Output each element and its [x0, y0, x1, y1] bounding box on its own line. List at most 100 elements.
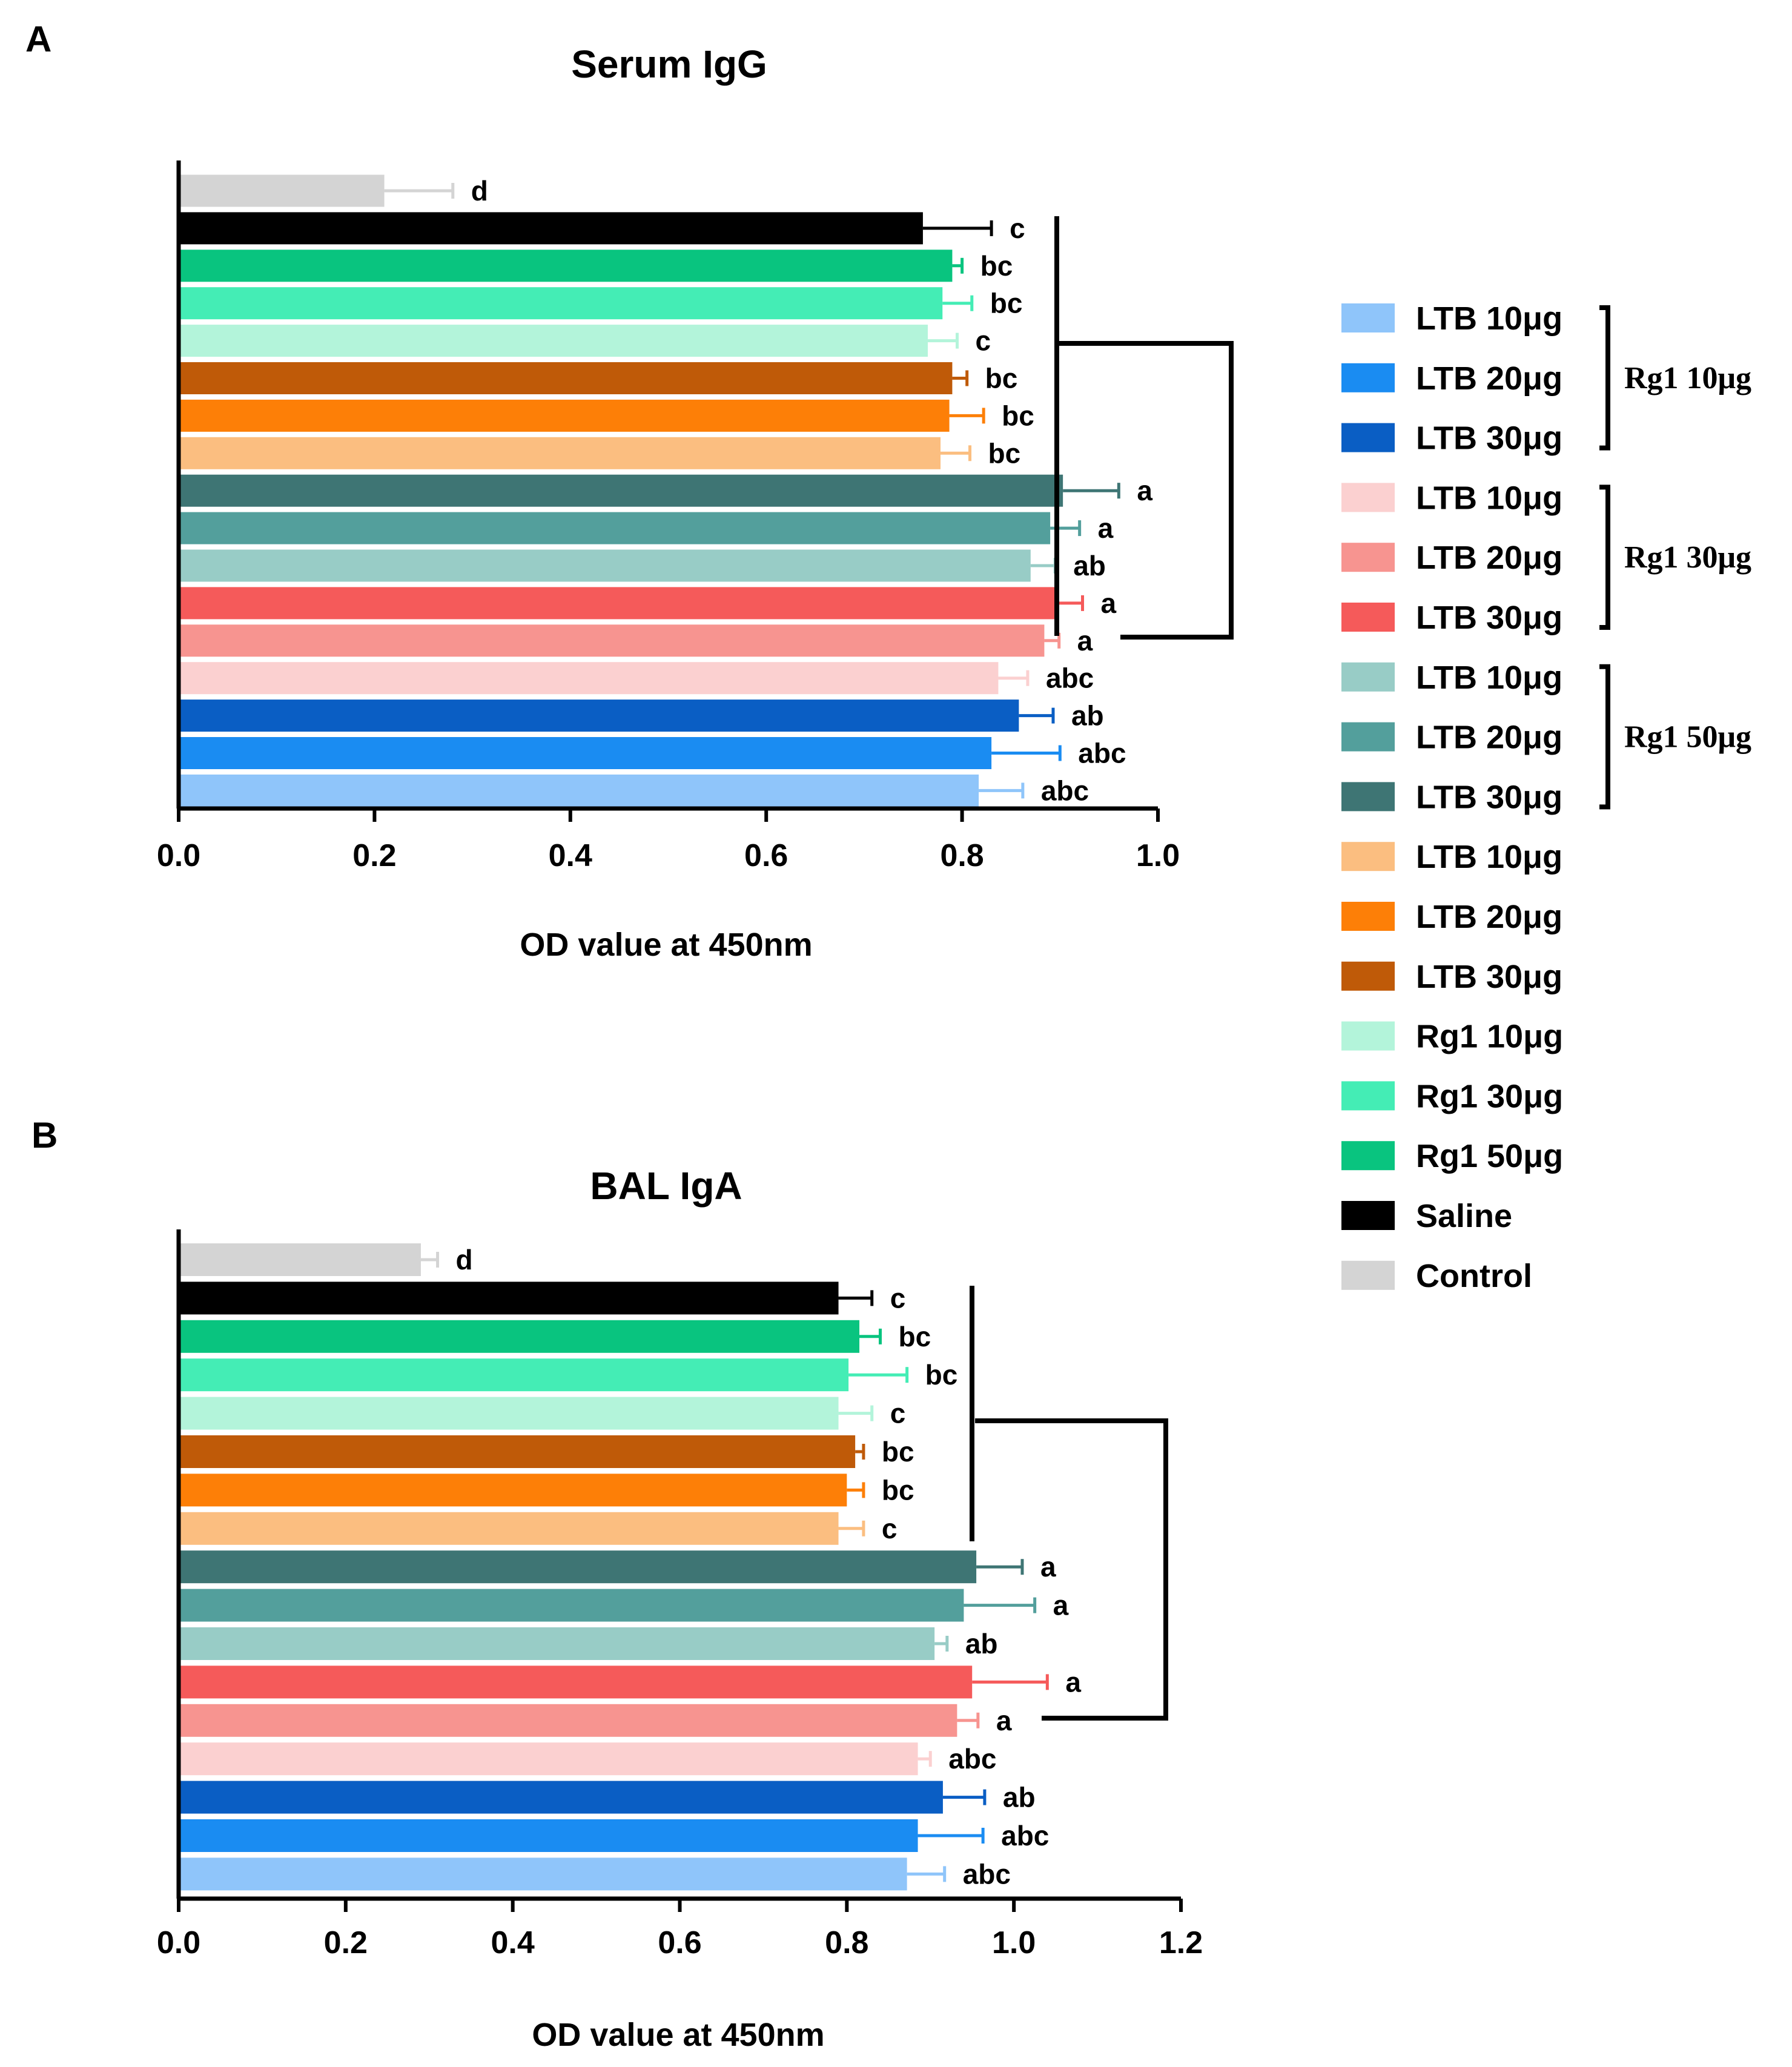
panel-a-x-tick-label: 1.0: [1136, 838, 1180, 873]
panel-a-bar-ltb-30ug-sig-label: bc: [985, 363, 1018, 394]
panel-b-bar-rg1-30ug-sig-label: bc: [925, 1359, 958, 1391]
legend-label-rg1-10: Rg1 10μg: [1416, 1019, 1563, 1055]
legend-swatch-ltb20-rg1-10: [1341, 363, 1395, 392]
legend-swatch-saline: [1341, 1201, 1395, 1230]
panel-b-bar-ltb-10ug-rg1-10ug: [179, 1857, 907, 1891]
panel-b-bar-rg1-50ug: [179, 1320, 860, 1353]
panel-b-bar-ltb-20ug-rg1-10ug-sig-label: abc: [1001, 1820, 1049, 1851]
panel-a-bar-saline: [179, 212, 923, 245]
panel-a-bar-ltb-30ug-rg1-10ug-sig-label: ab: [1071, 700, 1104, 732]
legend-swatch-ltb30-rg1-50: [1341, 782, 1395, 812]
panel-b-bar-control-sig-label: d: [456, 1244, 473, 1275]
panel-a-bar-saline-sig-label: c: [1010, 213, 1025, 244]
panel-a-x-tick-label: 0.2: [352, 838, 396, 873]
panel-b-bar-saline-sig-label: c: [890, 1282, 906, 1314]
panel-a-bar-ltb-10ug-rg1-10ug-sig-label: abc: [1041, 775, 1089, 806]
panel-a-bar-ltb-30ug-rg1-10ug: [179, 699, 1019, 732]
panel-b-bar-ltb-10ug-sig-label: c: [882, 1513, 898, 1544]
panel-a-bar-rg1-50ug-sig-label: bc: [980, 250, 1013, 282]
panel-a-bar-ltb-10ug-rg1-50ug: [179, 549, 1031, 582]
panel-a-bar-ltb-20ug-rg1-10ug: [179, 737, 992, 769]
legend-swatch-rg1-50: [1341, 1141, 1395, 1171]
panel-b-bar-rg1-10ug: [179, 1397, 839, 1430]
panel-b-bar-ltb-30ug-rg1-50ug-sig-label: a: [1040, 1551, 1056, 1582]
legend-label-ltb20: LTB 20μg: [1416, 899, 1562, 935]
panel-a-bar-ltb-20ug-rg1-50ug-sig-label: a: [1098, 512, 1114, 544]
legend-label-ltb30-rg1-50: LTB 30μg: [1416, 779, 1562, 815]
legend-group-bracket-rg1-30ug: [1599, 485, 1610, 630]
panel-a-bar-ltb-10ug-rg1-10ug: [179, 774, 979, 807]
legend-label-ltb10-rg1-30: LTB 10μg: [1416, 480, 1562, 516]
panel-a-bar-control: [179, 174, 385, 207]
panel-b-bar-ltb-20ug-rg1-30ug-sig-label: a: [996, 1705, 1012, 1736]
legend-label-rg1-50: Rg1 50μg: [1416, 1138, 1563, 1174]
legend: LTB 10μg LTB 20μg LTB 30μg LTB 10μg LTB 20μg…: [1341, 300, 1751, 1294]
panel-b-bar-ltb-30ug-sig-label: bc: [882, 1436, 914, 1467]
panel-b-sig-bracket: [975, 1418, 1168, 1721]
panel-b-xlabel: OD value at 450nm: [532, 2017, 824, 2053]
panel-b-bar-ltb-30ug-rg1-30ug-sig-label: a: [1065, 1666, 1081, 1698]
panel-b-bar-ltb-10ug-rg1-50ug-sig-label: ab: [965, 1628, 998, 1659]
panel-a-bar-rg1-30ug: [179, 287, 943, 320]
panel-a-bar-ltb-30ug-rg1-30ug-sig-label: a: [1100, 587, 1116, 619]
legend-swatch-ltb10-rg1-50: [1341, 662, 1395, 692]
panel-a-x-tick-label: 0.0: [157, 838, 200, 873]
panel-b-x-tick-label: 0.4: [491, 1925, 535, 1960]
panel-b-bar-rg1-10ug-sig-label: c: [890, 1398, 906, 1429]
panel-a-xlabel: OD value at 450nm: [520, 927, 812, 963]
panel-b-bar-ltb-10ug: [179, 1512, 839, 1545]
panel-b-x-tick-label: 0.8: [825, 1925, 868, 1960]
panel-a-bar-ltb-30ug: [179, 362, 953, 394]
panel-b-bar-ltb-20ug-rg1-50ug: [179, 1589, 964, 1622]
legend-group-bracket-rg1-10ug: [1599, 305, 1610, 451]
panel-b-bar-control: [179, 1243, 421, 1276]
panel-a-x-tick-label: 0.6: [744, 838, 788, 873]
panel-a-bar-ltb-20ug-rg1-30ug-sig-label: a: [1077, 625, 1093, 656]
panel-a-bar-rg1-30ug-sig-label: bc: [990, 288, 1023, 319]
legend-label-ltb30-rg1-30: LTB 30μg: [1416, 600, 1562, 636]
legend-swatch-ltb30-rg1-30: [1341, 603, 1395, 632]
panel-a-bar-rg1-50ug: [179, 250, 953, 282]
legend-swatch-ltb10-rg1-30: [1341, 483, 1395, 512]
panel-a-title: Serum IgG: [571, 42, 767, 86]
panel-b-bar-ltb-20ug-sig-label: bc: [882, 1474, 914, 1506]
panel-a-bar-ltb-10ug-rg1-30ug: [179, 662, 999, 695]
panel-b-x-tick-label: 0.6: [658, 1925, 701, 1960]
panel-b-x-tick-label: 0.2: [324, 1925, 368, 1960]
panel-a-bar-ltb-20ug-rg1-50ug: [179, 512, 1051, 544]
panel-a-bar-ltb-20ug-rg1-10ug-sig-label: abc: [1078, 738, 1126, 769]
panel-b-bar-ltb-30ug-rg1-50ug: [179, 1550, 977, 1584]
legend-label-control: Control: [1416, 1258, 1532, 1294]
panel-b-bar-ltb-10ug-rg1-30ug-sig-label: abc: [948, 1743, 996, 1774]
legend-swatch-ltb20-rg1-50: [1341, 722, 1395, 752]
panel-a-bar-rg1-10ug: [179, 325, 928, 357]
panel-b-letter: B: [31, 1115, 58, 1156]
legend-group-bracket-rg1-50ug: [1599, 664, 1610, 810]
panel-a-letter: A: [25, 19, 51, 59]
legend-swatch-ltb20: [1341, 902, 1395, 931]
legend-label-ltb10-rg1-10: LTB 10μg: [1416, 300, 1562, 337]
panel-a-bar-ltb-10ug: [179, 437, 941, 469]
panel-a-bar-ltb-10ug-sig-label: bc: [988, 437, 1021, 469]
panel-a-bar-ltb-10ug-rg1-30ug-sig-label: abc: [1046, 663, 1094, 694]
panel-b-title: BAL IgA: [590, 1164, 742, 1208]
panel-b-x-tick-label: 1.2: [1159, 1925, 1203, 1960]
panel-a-bar-rg1-10ug-sig-label: c: [976, 325, 991, 357]
panel-b-bar-ltb-30ug-rg1-10ug-sig-label: ab: [1003, 1782, 1036, 1813]
panel-a-bar-ltb-30ug-rg1-50ug: [179, 474, 1063, 507]
legend-label-ltb20-rg1-30: LTB 20μg: [1416, 540, 1562, 576]
panel-b-bar-ltb-10ug-rg1-50ug: [179, 1627, 935, 1660]
legend-label-saline: Saline: [1416, 1198, 1512, 1234]
legend-swatch-ltb30-rg1-10: [1341, 423, 1395, 452]
legend-swatch-ltb10-rg1-10: [1341, 303, 1395, 332]
panel-b-bar-ltb-30ug: [179, 1435, 856, 1468]
panel-a-sig-bracket: [1057, 341, 1234, 640]
panel-b-bar-ltb-20ug: [179, 1473, 847, 1507]
legend-group-label-rg1-10ug: Rg1 10μg: [1624, 361, 1751, 395]
panel-a-bar-ltb-30ug-rg1-30ug: [179, 587, 1059, 620]
panel-a-bar-ltb-20ug-sig-label: bc: [1002, 400, 1034, 431]
panel-b-bar-ltb-10ug-rg1-10ug-sig-label: abc: [963, 1858, 1011, 1890]
legend-label-ltb20-rg1-10: LTB 20μg: [1416, 360, 1562, 397]
